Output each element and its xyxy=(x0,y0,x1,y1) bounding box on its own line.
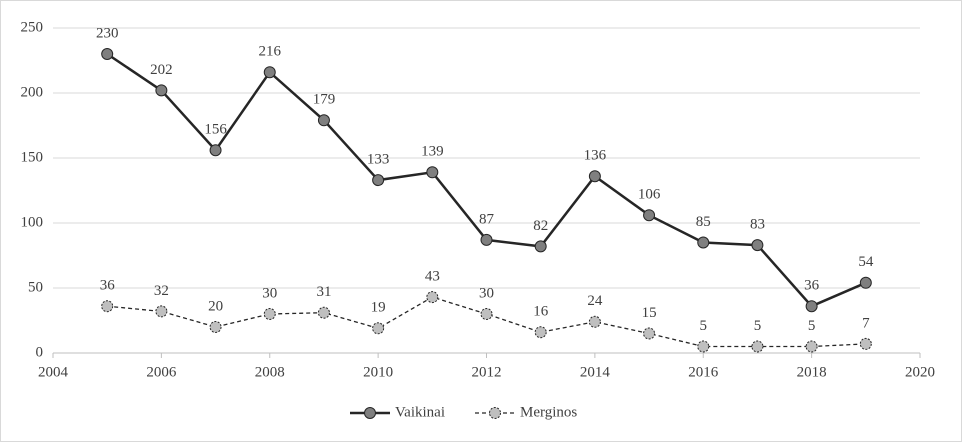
data-label: 5 xyxy=(808,318,816,334)
data-label: 24 xyxy=(587,293,603,309)
x-tick-label: 2018 xyxy=(797,364,827,380)
data-label: 7 xyxy=(862,315,870,331)
data-point xyxy=(588,170,601,183)
data-point xyxy=(697,340,710,353)
data-point xyxy=(480,308,493,320)
data-label: 30 xyxy=(262,285,277,301)
data-point xyxy=(859,337,872,350)
data-point xyxy=(643,327,656,340)
legend-label: Merginos xyxy=(520,404,577,420)
data-point xyxy=(209,144,222,157)
data-point xyxy=(372,174,385,187)
data-point xyxy=(480,233,493,246)
data-label: 139 xyxy=(421,144,444,160)
data-label: 31 xyxy=(316,284,331,300)
data-label: 156 xyxy=(204,122,227,138)
data-label: 30 xyxy=(479,285,494,301)
x-tick-label: 2008 xyxy=(255,364,285,380)
data-point xyxy=(426,291,439,304)
data-label: 15 xyxy=(642,305,657,321)
data-label: 19 xyxy=(371,300,386,316)
legend-marker xyxy=(489,407,501,419)
data-label: 87 xyxy=(479,211,495,227)
data-point xyxy=(263,66,276,79)
data-label: 136 xyxy=(584,148,607,164)
y-tick-label: 100 xyxy=(21,214,44,230)
data-point xyxy=(317,114,330,127)
legend-marker xyxy=(364,407,376,419)
data-label: 5 xyxy=(700,318,708,334)
data-point xyxy=(859,276,872,289)
data-point xyxy=(751,239,764,252)
x-tick-label: 2016 xyxy=(688,364,719,380)
data-point xyxy=(372,322,385,335)
series-line xyxy=(107,296,866,348)
data-label: 133 xyxy=(367,152,390,168)
data-label: 202 xyxy=(150,62,173,78)
legend-label: Vaikinai xyxy=(395,404,445,420)
data-point xyxy=(805,340,818,353)
legend-item: Merginos xyxy=(475,404,577,420)
x-tick-label: 2006 xyxy=(146,364,177,380)
data-point xyxy=(588,315,601,328)
data-point xyxy=(643,209,656,222)
data-point xyxy=(697,236,710,249)
data-label: 16 xyxy=(533,304,549,320)
data-label: 216 xyxy=(259,44,282,60)
x-tick-label: 2014 xyxy=(580,364,611,380)
legend-item: Vaikinai xyxy=(350,404,445,420)
data-label: 20 xyxy=(208,298,223,314)
data-label: 230 xyxy=(96,25,119,41)
data-point xyxy=(426,166,439,179)
x-tick-label: 2020 xyxy=(905,364,935,380)
x-tick-label: 2010 xyxy=(363,364,393,380)
y-tick-label: 150 xyxy=(21,149,44,165)
data-label: 106 xyxy=(638,187,661,203)
data-label: 83 xyxy=(750,217,765,233)
data-point xyxy=(751,340,764,353)
x-tick-label: 2012 xyxy=(472,364,502,380)
data-point xyxy=(534,240,547,253)
y-tick-label: 50 xyxy=(28,279,43,295)
data-point xyxy=(155,84,168,97)
data-point xyxy=(534,326,547,339)
data-label: 85 xyxy=(696,214,711,230)
data-label: 36 xyxy=(804,278,820,294)
data-label: 5 xyxy=(754,318,762,334)
x-tick-label: 2004 xyxy=(38,364,69,380)
data-label: 32 xyxy=(154,283,169,299)
data-point xyxy=(155,305,168,318)
data-point xyxy=(263,308,276,320)
y-tick-label: 0 xyxy=(36,344,44,360)
y-tick-label: 250 xyxy=(21,19,44,35)
data-point xyxy=(317,306,330,319)
data-label: 179 xyxy=(313,92,336,108)
data-label: 82 xyxy=(533,218,548,234)
data-label: 36 xyxy=(100,278,116,294)
data-point xyxy=(209,321,222,333)
data-point xyxy=(805,300,818,313)
data-point xyxy=(101,48,114,60)
data-point xyxy=(101,300,114,313)
data-label: 54 xyxy=(858,254,874,270)
y-tick-label: 200 xyxy=(21,84,44,100)
data-label: 43 xyxy=(425,269,440,285)
